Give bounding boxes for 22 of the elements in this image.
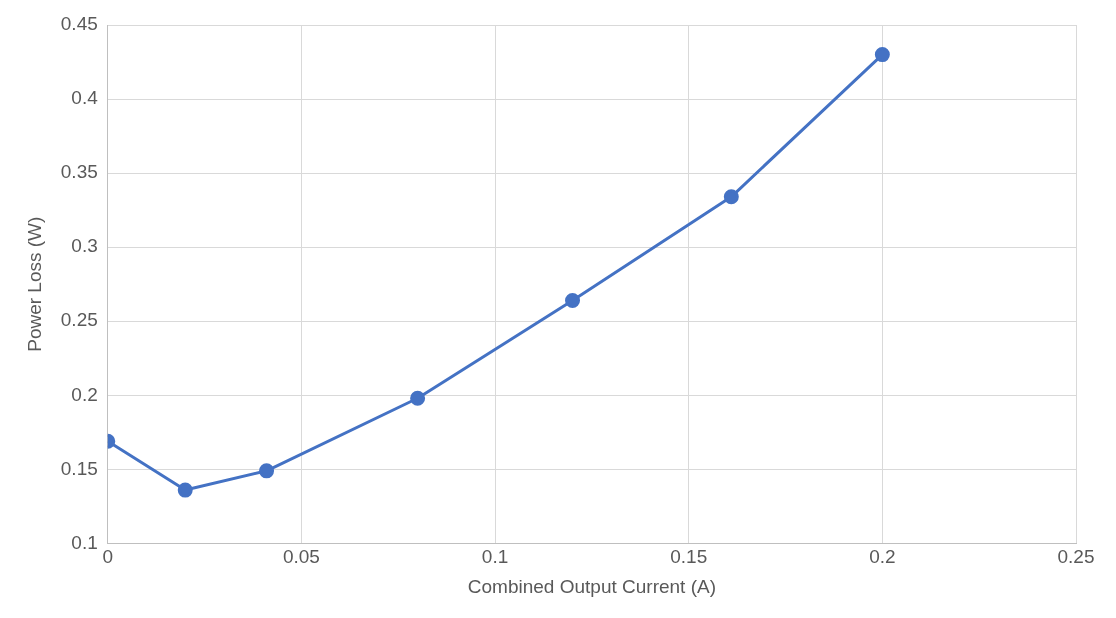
y-tick-label: 0.35 xyxy=(60,161,98,183)
y-tick-label: 0.2 xyxy=(71,383,98,405)
point xyxy=(565,292,581,308)
x-tick-label: 0.05 xyxy=(282,546,320,568)
point xyxy=(259,463,275,479)
x-tick-label: 0 xyxy=(102,546,114,568)
y-tick-label: 0.15 xyxy=(60,457,98,479)
y-tick-label: 0.1 xyxy=(71,531,98,553)
x-axis-title: Combined Output Current (A) xyxy=(467,575,716,597)
point xyxy=(723,189,739,205)
x-tick-label: 0.1 xyxy=(481,546,509,568)
y-tick-label: 0.45 xyxy=(60,13,98,35)
x-tick-label: 0.2 xyxy=(869,546,896,568)
y-tick-label: 0.4 xyxy=(71,87,99,109)
point xyxy=(874,47,890,63)
x-tick-label: 0.15 xyxy=(670,546,708,568)
y-tick-label: 0.25 xyxy=(60,309,98,331)
point xyxy=(177,482,193,498)
x-tick-label: 0.25 xyxy=(1057,546,1095,568)
y-tick-label: 0.3 xyxy=(71,235,98,257)
point xyxy=(410,390,426,406)
y-axis-title: Power Loss (W) xyxy=(23,216,45,352)
